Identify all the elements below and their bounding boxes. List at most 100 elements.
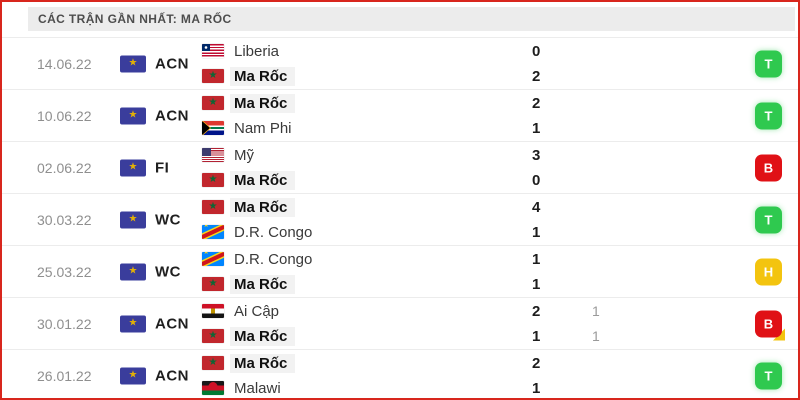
competition-trophy-icon xyxy=(120,315,146,332)
match-row[interactable]: 10.06.22 ACN Ma Rốc 2 Nam Phi 1 T xyxy=(2,89,798,141)
away-team-score: 1 xyxy=(532,275,541,293)
result-badge-letter: T xyxy=(755,362,782,389)
away-team-score: 1 xyxy=(532,379,541,397)
away-team-name: Malawi xyxy=(234,379,281,397)
competition-code: FI xyxy=(155,159,170,176)
result-badge-letter: H xyxy=(755,258,782,285)
result-badge: T xyxy=(755,206,782,233)
competition-code: ACN xyxy=(155,107,189,124)
match-teams: Ma Rốc 4 D.R. Congo 1 xyxy=(202,194,738,245)
match-teams: Ma Rốc 2 Nam Phi 1 xyxy=(202,90,738,141)
competition-code: ACN xyxy=(155,315,189,332)
home-team-line: Ai Cập 2 1 xyxy=(202,301,738,321)
home-team-score: 4 xyxy=(532,198,541,216)
match-row[interactable]: 25.03.22 WC D.R. Congo 1 Ma Rốc 1 H xyxy=(2,245,798,297)
southafrica-flag-icon xyxy=(202,121,224,135)
morocco-flag-icon xyxy=(202,173,224,187)
competition-trophy-icon xyxy=(120,107,146,124)
away-team-line: Ma Rốc 0 xyxy=(202,170,738,190)
away-team-score: 1 xyxy=(532,119,541,137)
morocco-flag-icon xyxy=(202,356,224,370)
home-team-score: 2 xyxy=(532,354,541,372)
competition: ACN xyxy=(120,315,189,332)
home-team-line: Ma Rốc 2 xyxy=(202,93,738,113)
competition: ACN xyxy=(120,55,189,72)
home-team-name: Ai Cập xyxy=(234,302,280,320)
away-team-line: Malawi 1 xyxy=(202,378,738,398)
match-date: 10.06.22 xyxy=(37,107,92,124)
competition-trophy-icon xyxy=(120,263,146,280)
result-badge: T xyxy=(755,362,782,389)
match-row[interactable]: 30.01.22 ACN Ai Cập 2 1 Ma Rốc 1 1 B xyxy=(2,297,798,349)
morocco-flag-icon xyxy=(202,200,224,214)
match-date: 30.03.22 xyxy=(37,211,92,228)
competition: ACN xyxy=(120,367,189,384)
home-team-name: Ma Rốc xyxy=(230,93,296,113)
competition: FI xyxy=(120,159,169,176)
away-team-name: Ma Rốc xyxy=(230,66,296,86)
drcongo-flag-icon xyxy=(202,225,224,239)
away-team-line: Ma Rốc 2 xyxy=(202,66,738,86)
home-team-name: Ma Rốc xyxy=(230,353,296,373)
result-badge-letter: T xyxy=(755,50,782,77)
result-badge: H xyxy=(755,258,782,285)
home-team-score: 1 xyxy=(532,250,541,268)
match-teams: Ma Rốc 2 Malawi 1 xyxy=(202,350,738,398)
drcongo-flag-icon xyxy=(202,252,224,266)
morocco-flag-icon xyxy=(202,96,224,110)
away-team-name: Ma Rốc xyxy=(230,326,296,346)
away-team-line: Nam Phi 1 xyxy=(202,118,738,138)
competition-trophy-icon xyxy=(120,367,146,384)
match-row[interactable]: 14.06.22 ACN Liberia 0 Ma Rốc 2 T xyxy=(2,37,798,89)
match-date: 25.03.22 xyxy=(37,263,92,280)
competition-code: ACN xyxy=(155,367,189,384)
match-teams: Liberia 0 Ma Rốc 2 xyxy=(202,38,738,89)
away-team-name: D.R. Congo xyxy=(234,223,313,241)
result-badge-letter: B xyxy=(755,310,782,337)
result-badge: T xyxy=(755,50,782,77)
home-team-name: Liberia xyxy=(234,42,280,60)
away-team-secondary-score: 1 xyxy=(592,328,600,344)
home-team-line: Ma Rốc 4 xyxy=(202,197,738,217)
result-badge-letter: T xyxy=(755,102,782,129)
competition-code: WC xyxy=(155,211,181,228)
competition-trophy-icon xyxy=(120,211,146,228)
away-team-line: Ma Rốc 1 xyxy=(202,274,738,294)
result-badge: B xyxy=(755,310,785,340)
away-team-line: Ma Rốc 1 1 xyxy=(202,326,738,346)
competition-code: ACN xyxy=(155,55,189,72)
morocco-flag-icon xyxy=(202,329,224,343)
result-badge: B xyxy=(755,154,782,181)
match-row[interactable]: 02.06.22 FI Mỹ 3 Ma Rốc 0 B xyxy=(2,141,798,193)
home-team-name: Ma Rốc xyxy=(230,197,296,217)
competition-code: WC xyxy=(155,263,181,280)
match-teams: D.R. Congo 1 Ma Rốc 1 xyxy=(202,246,738,297)
away-team-name: Ma Rốc xyxy=(230,274,296,294)
morocco-flag-icon xyxy=(202,69,224,83)
match-row[interactable]: 30.03.22 WC Ma Rốc 4 D.R. Congo 1 T xyxy=(2,193,798,245)
home-team-name: Mỹ xyxy=(234,146,254,164)
competition: WC xyxy=(120,263,181,280)
morocco-flag-icon xyxy=(202,277,224,291)
home-team-score: 0 xyxy=(532,42,541,60)
away-team-name: Nam Phi xyxy=(234,119,292,137)
home-team-line: Liberia 0 xyxy=(202,41,738,61)
home-team-score: 3 xyxy=(532,146,541,164)
match-list: 14.06.22 ACN Liberia 0 Ma Rốc 2 T 10.06.… xyxy=(2,37,798,398)
away-team-score: 2 xyxy=(532,67,541,85)
away-team-line: D.R. Congo 1 xyxy=(202,222,738,242)
result-badge-letter: T xyxy=(755,206,782,233)
match-row[interactable]: 26.01.22 ACN Ma Rốc 2 Malawi 1 T xyxy=(2,349,798,398)
away-team-score: 0 xyxy=(532,171,541,189)
home-team-line: Mỹ 3 xyxy=(202,145,738,165)
match-teams: Ai Cập 2 1 Ma Rốc 1 1 xyxy=(202,298,738,349)
home-team-secondary-score: 1 xyxy=(592,303,600,319)
match-teams: Mỹ 3 Ma Rốc 0 xyxy=(202,142,738,193)
match-date: 14.06.22 xyxy=(37,55,92,72)
match-date: 26.01.22 xyxy=(37,367,92,384)
away-team-score: 1 xyxy=(532,223,541,241)
match-date: 30.01.22 xyxy=(37,315,92,332)
away-team-score: 1 xyxy=(532,327,541,345)
widget-title: CÁC TRẬN GẦN NHẤT: MA RỐC xyxy=(28,7,795,31)
